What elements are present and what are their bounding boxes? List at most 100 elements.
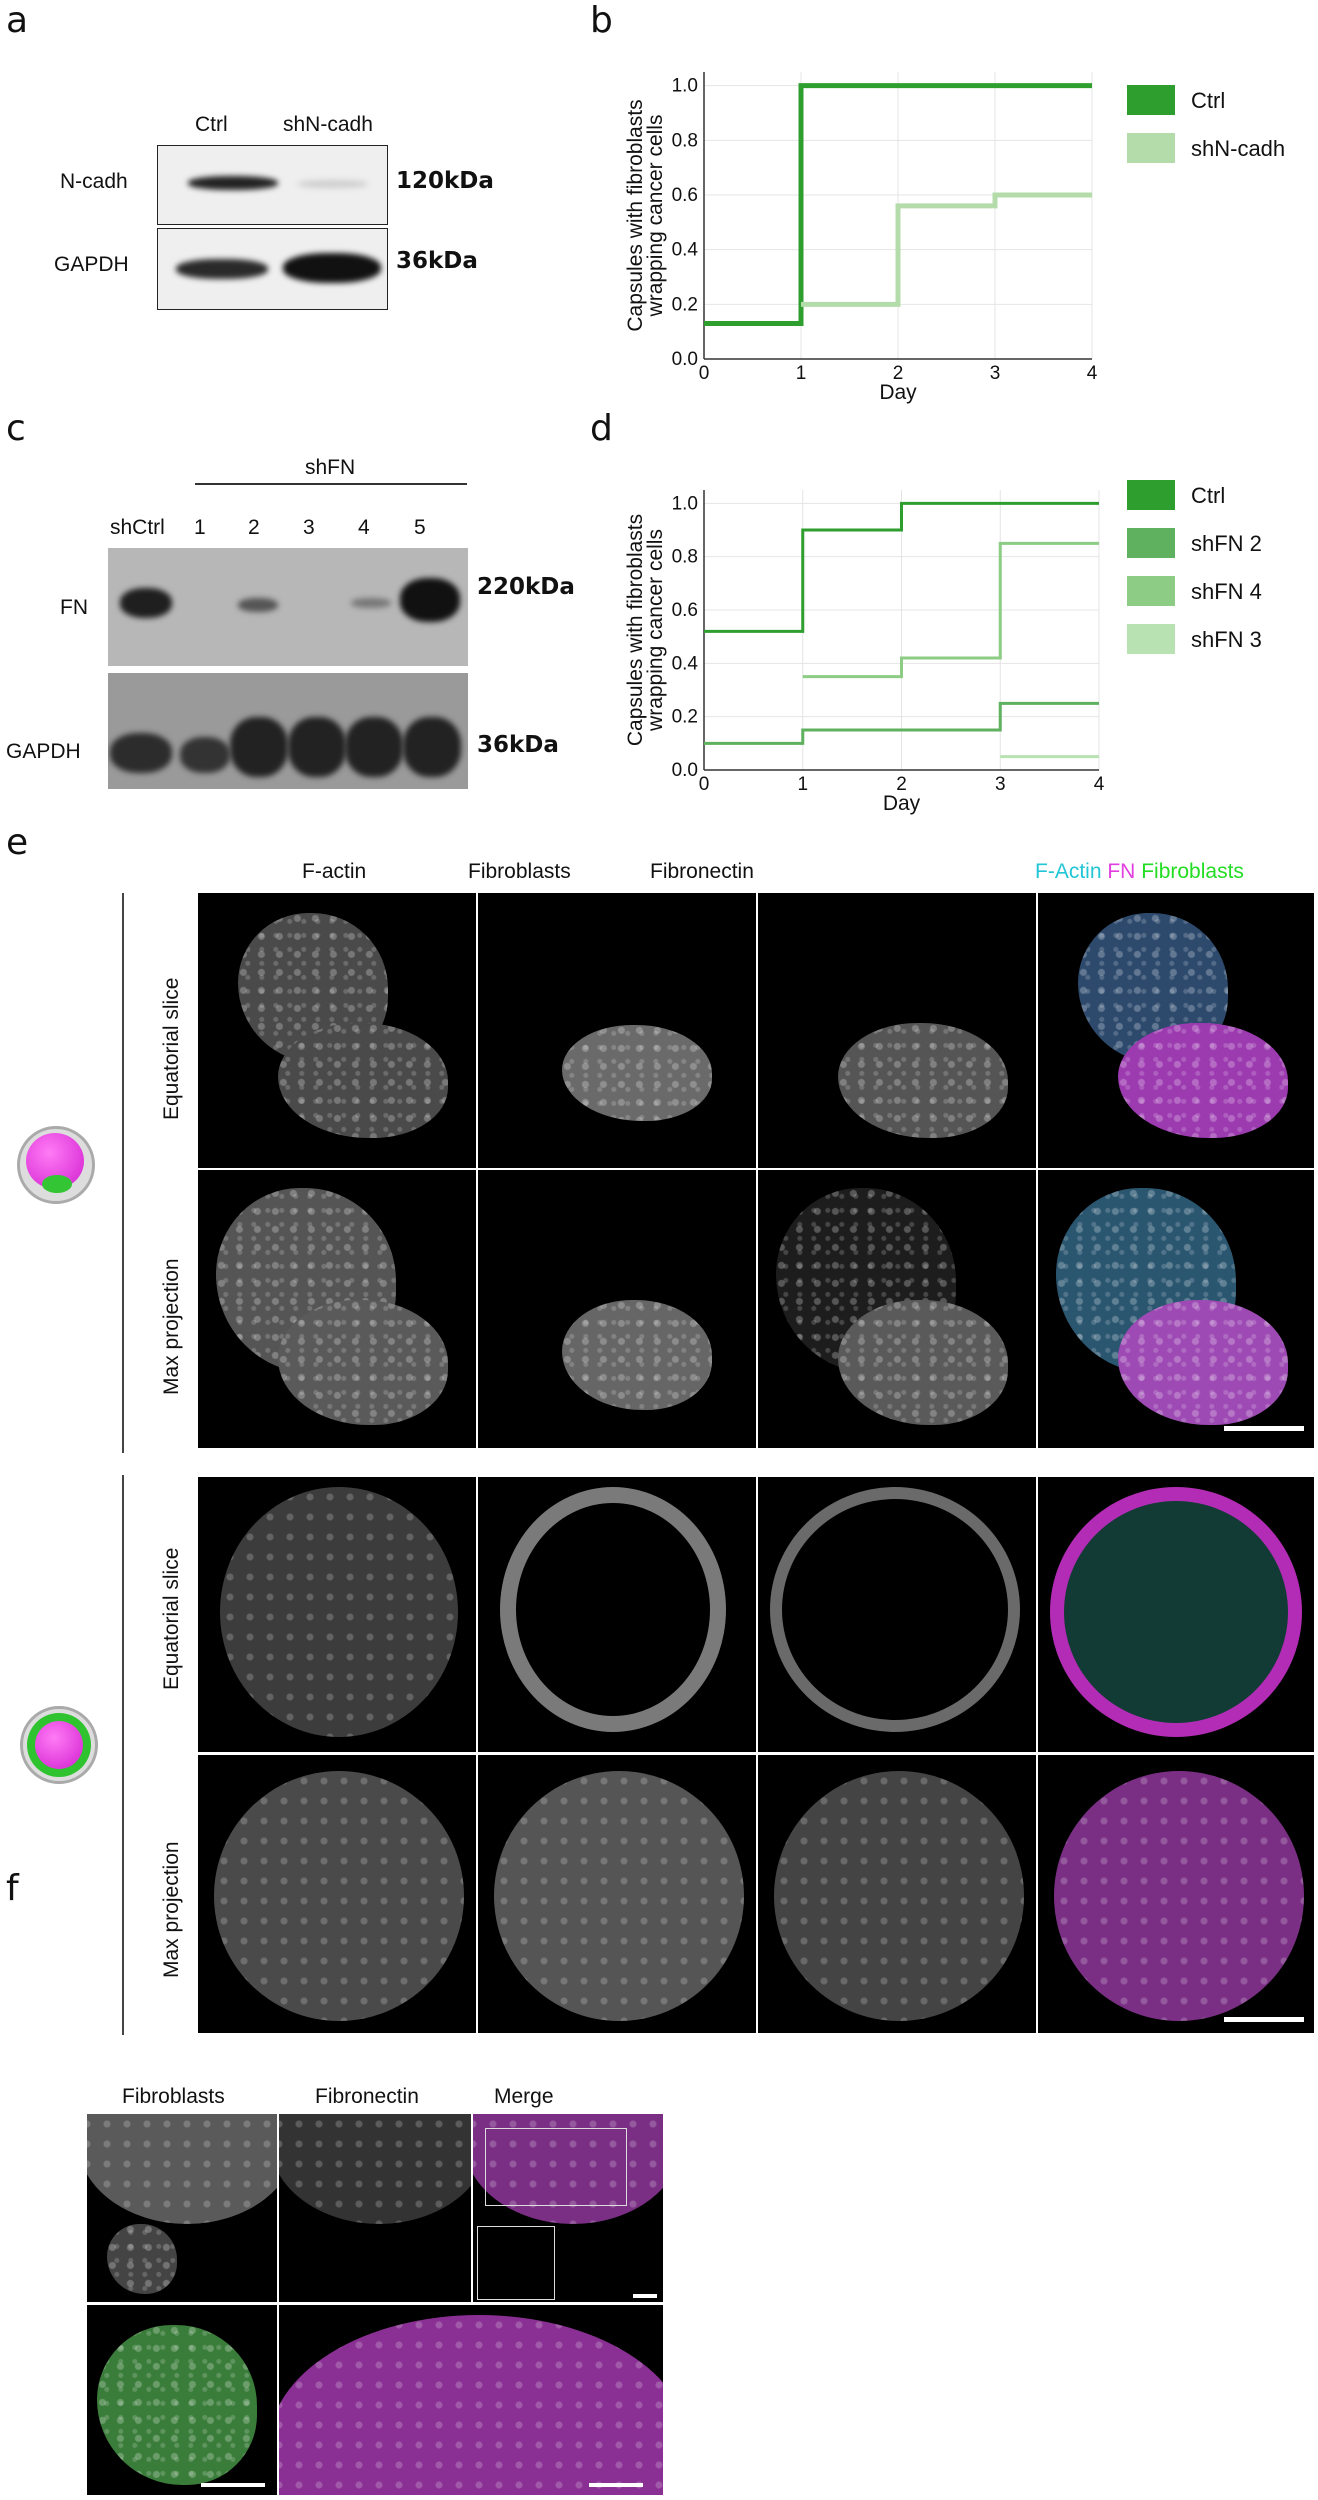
x-tick-label-1: 1 bbox=[796, 363, 807, 384]
legend-swatch-0 bbox=[1127, 480, 1175, 510]
scalebar-e-bottom bbox=[1224, 2017, 1304, 2022]
y-tick-label-2: 0.4 bbox=[672, 240, 699, 261]
x-tick-label-3: 3 bbox=[990, 363, 1001, 384]
legend-label-1: shFN 2 bbox=[1191, 531, 1262, 556]
series-line-0 bbox=[704, 501, 1099, 633]
blot-image-ncadh bbox=[157, 145, 388, 225]
f-zoom-image-left bbox=[87, 2305, 277, 2495]
row-label-equatorial-1: Equatorial slice bbox=[160, 977, 183, 1120]
lane-label-2: 2 bbox=[248, 516, 260, 539]
panel-label-f: f bbox=[6, 1868, 19, 1909]
image-r3-merge bbox=[1038, 1477, 1314, 1752]
x-axis-label: Day bbox=[879, 381, 917, 404]
merge-label-fn: FN bbox=[1107, 860, 1136, 883]
f-zoom-box-top bbox=[485, 2128, 627, 2206]
y-tick-label-1: 0.2 bbox=[672, 294, 698, 315]
series-line-1 bbox=[704, 701, 1099, 745]
y-tick-label-2: 0.4 bbox=[672, 653, 699, 674]
y-axis-label-line2: wrapping cancer cells bbox=[644, 115, 667, 318]
blot-row-label-gapdh-c: GAPDH bbox=[6, 740, 81, 763]
y-axis-label-line1: Capsules with fibroblasts bbox=[624, 514, 647, 746]
f-zoom-image-right bbox=[279, 2305, 663, 2495]
legend-swatch-3 bbox=[1127, 624, 1175, 654]
lane-label-5: 5 bbox=[414, 516, 426, 539]
image-r1-merge bbox=[1038, 893, 1314, 1168]
f-image-merge bbox=[473, 2114, 663, 2302]
image-r2-merge bbox=[1038, 1170, 1314, 1448]
chart-d: 0 1 2 3 4 0.0 0.2 0.4 0.6 0.8 1.0 Day Capsules with … bbox=[612, 470, 1312, 830]
image-r2-factin bbox=[198, 1170, 476, 1448]
row-label-max-1: Max projection bbox=[160, 1258, 183, 1395]
group-divider-top bbox=[122, 893, 124, 1453]
f-col-header-merge: Merge bbox=[494, 2085, 554, 2108]
y-tick-label-4: 0.8 bbox=[672, 130, 698, 151]
legend-swatch-2 bbox=[1127, 576, 1175, 606]
y-tick-label-0: 0.0 bbox=[672, 760, 698, 781]
panel-label-e: e bbox=[6, 822, 29, 863]
scalebar-e-top bbox=[1224, 1426, 1304, 1431]
x-tick-label-3: 3 bbox=[995, 774, 1006, 795]
image-r4-fibroblasts bbox=[478, 1755, 756, 2033]
series-line-2 bbox=[802, 541, 1099, 679]
f-image-fibronectin bbox=[279, 2114, 471, 2302]
blot-size-36kda: 36kDa bbox=[396, 248, 478, 274]
scalebar-f-merge bbox=[633, 2294, 657, 2298]
blot-image-fn bbox=[108, 548, 468, 666]
image-r1-fibroblasts bbox=[478, 893, 756, 1168]
x-tick-label-2: 2 bbox=[893, 363, 904, 384]
image-r4-factin bbox=[198, 1755, 476, 2033]
f-image-fibroblasts bbox=[87, 2114, 277, 2302]
capsule-schematic-icon-wrapping bbox=[17, 1126, 95, 1204]
image-r3-fibroblasts bbox=[478, 1477, 756, 1752]
legend-label-1: shN-cadh bbox=[1191, 136, 1285, 161]
y-tick-label-0: 0.0 bbox=[672, 349, 698, 370]
image-r3-fibronectin bbox=[758, 1477, 1036, 1752]
scalebar-f-zoom-right bbox=[589, 2483, 643, 2487]
col-header-fibronectin: Fibronectin bbox=[650, 860, 754, 883]
y-axis-label-line1: Capsules with fibroblasts bbox=[624, 99, 647, 331]
y-tick-label-1: 0.2 bbox=[672, 707, 698, 728]
image-r1-factin bbox=[198, 893, 476, 1168]
f-col-header-fibronectin: Fibronectin bbox=[315, 2085, 419, 2108]
panel-label-c: c bbox=[6, 408, 26, 449]
col-header-fibroblasts: Fibroblasts bbox=[468, 860, 571, 883]
blot-image-gapdh-c bbox=[108, 673, 468, 789]
lane-label-4: 4 bbox=[358, 516, 370, 539]
group-divider-bottom bbox=[122, 1475, 124, 2035]
series-line-1 bbox=[801, 192, 1092, 307]
legend-label-0: Ctrl bbox=[1191, 88, 1225, 113]
f-zoom-box-bottom bbox=[477, 2226, 555, 2300]
y-axis-label-line2: wrapping cancer cells bbox=[644, 529, 667, 732]
row-label-max-2: Max projection bbox=[160, 1841, 183, 1978]
chart-b: 0 1 2 3 4 0.0 0.2 0.4 0.6 0.8 1.0 Day Capsules with … bbox=[612, 60, 1312, 420]
blot-size-36kda-c: 36kDa bbox=[477, 732, 559, 758]
x-tick-label-1: 1 bbox=[797, 774, 808, 795]
group-label-shfn: shFN bbox=[305, 456, 356, 479]
x-tick-label-0: 0 bbox=[699, 774, 710, 795]
merge-label-fibroblasts: Fibroblasts bbox=[1141, 860, 1244, 883]
x-tick-label-2: 2 bbox=[896, 774, 907, 795]
legend-label-0: Ctrl bbox=[1191, 483, 1225, 508]
scalebar-f-zoom-left bbox=[201, 2483, 265, 2487]
x-tick-label-4: 4 bbox=[1087, 363, 1098, 384]
legend-label-2: shFN 4 bbox=[1191, 579, 1262, 604]
capsule-schematic-icon-enveloping bbox=[20, 1706, 98, 1784]
col-header-merge: F-Actin FN Fibroblasts bbox=[1035, 860, 1244, 884]
series-line-0 bbox=[704, 83, 1092, 326]
x-tick-label-4: 4 bbox=[1094, 774, 1105, 795]
legend-swatch-1 bbox=[1127, 133, 1175, 163]
lane-label-ctrl: Ctrl bbox=[195, 113, 228, 136]
image-r2-fibronectin bbox=[758, 1170, 1036, 1448]
y-tick-label-5: 1.0 bbox=[672, 493, 698, 514]
image-r4-merge bbox=[1038, 1755, 1314, 2033]
col-header-factin: F-actin bbox=[302, 860, 367, 883]
image-r2-fibroblasts bbox=[478, 1170, 756, 1448]
blot-size-120kda: 120kDa bbox=[396, 168, 494, 194]
legend-swatch-1 bbox=[1127, 528, 1175, 558]
y-tick-label-3: 0.6 bbox=[672, 185, 698, 206]
panel-label-b: b bbox=[590, 0, 613, 41]
lane-label-shctrl: shCtrl bbox=[110, 516, 165, 539]
merge-label-factin: F-Actin bbox=[1035, 860, 1102, 883]
image-r4-fibronectin bbox=[758, 1755, 1036, 2033]
y-tick-label-4: 0.8 bbox=[672, 547, 698, 568]
